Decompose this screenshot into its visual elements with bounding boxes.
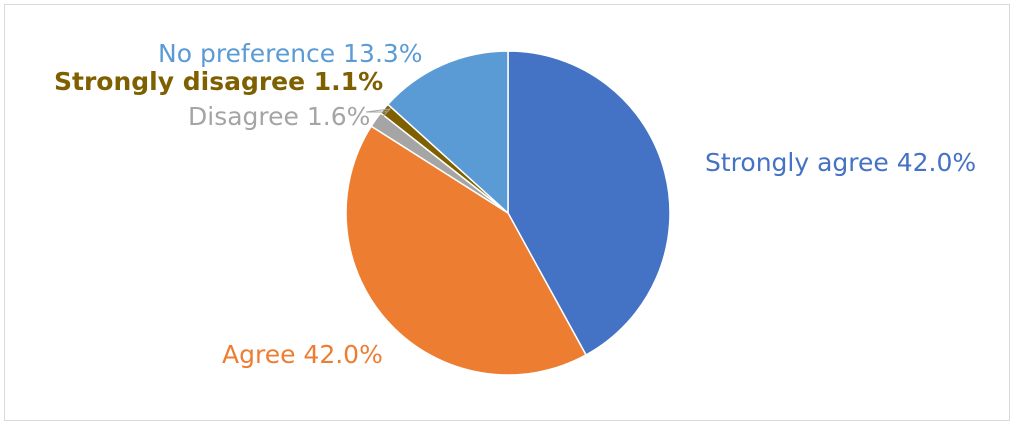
data-label-agree: Agree 42.0% [222, 340, 383, 369]
pie-slice-agree [345, 125, 588, 376]
data-label-strongly-agree: Strongly agree 42.0% [705, 148, 976, 177]
data-label-strongly-disagree: Strongly disagree 1.1% [54, 67, 383, 96]
pie-slices [345, 50, 671, 376]
data-label-no-preference: No preference 13.3% [158, 39, 423, 68]
slice-labels: Strongly agree 42.0% Agree 42.0% Disagree … [54, 39, 976, 369]
leader-line-strongly-disagree [366, 110, 387, 113]
leader-line-disagree [365, 108, 392, 122]
pie-slice-strongly-agree [507, 50, 671, 356]
data-label-disagree: Disagree 1.6% [188, 102, 370, 131]
pie-slice-no-preference [386, 50, 509, 215]
leader-lines [365, 108, 392, 122]
